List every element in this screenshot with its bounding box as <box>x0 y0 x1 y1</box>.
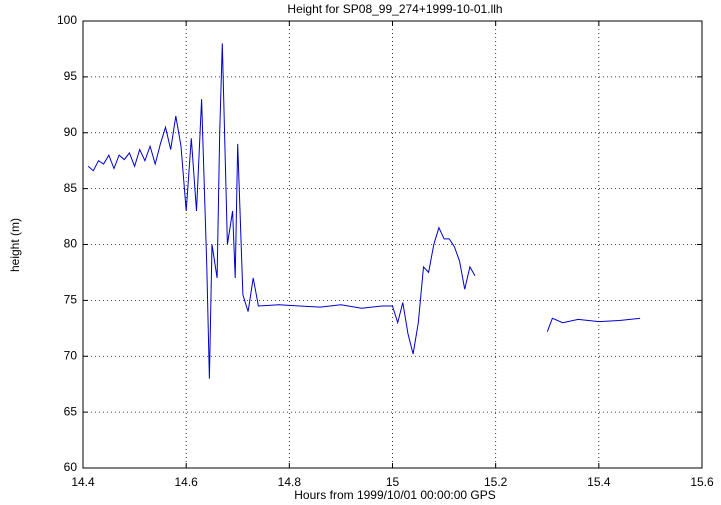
x-tick-label: 15.4 <box>587 475 611 489</box>
x-tick-label: 15.2 <box>484 475 508 489</box>
plot-frame <box>82 20 703 469</box>
x-tick-label: 14.6 <box>174 475 198 489</box>
x-tick-label: 15.6 <box>690 475 714 489</box>
y-tick-label: 85 <box>64 181 78 195</box>
y-tick-label: 80 <box>64 237 78 251</box>
x-axis-label: Hours from 1999/10/01 00:00:00 GPS <box>294 488 495 502</box>
data-line <box>87 43 641 379</box>
x-tick-label: 15 <box>386 475 400 489</box>
y-tick-label: 60 <box>64 460 78 474</box>
y-tick-label: 90 <box>64 125 78 139</box>
y-tick-label: 65 <box>64 404 78 418</box>
y-tick-label: 70 <box>64 348 78 362</box>
y-tick-label: 75 <box>64 293 78 307</box>
y-tick-label: 95 <box>64 69 78 83</box>
y-axis-label: height (m) <box>8 218 22 272</box>
chart-title: Height for SP08_99_274+1999-10-01.llh <box>287 2 502 16</box>
x-tick-label: 14.8 <box>278 475 302 489</box>
y-tick-label: 100 <box>57 13 77 27</box>
x-tick-label: 14.4 <box>71 475 95 489</box>
